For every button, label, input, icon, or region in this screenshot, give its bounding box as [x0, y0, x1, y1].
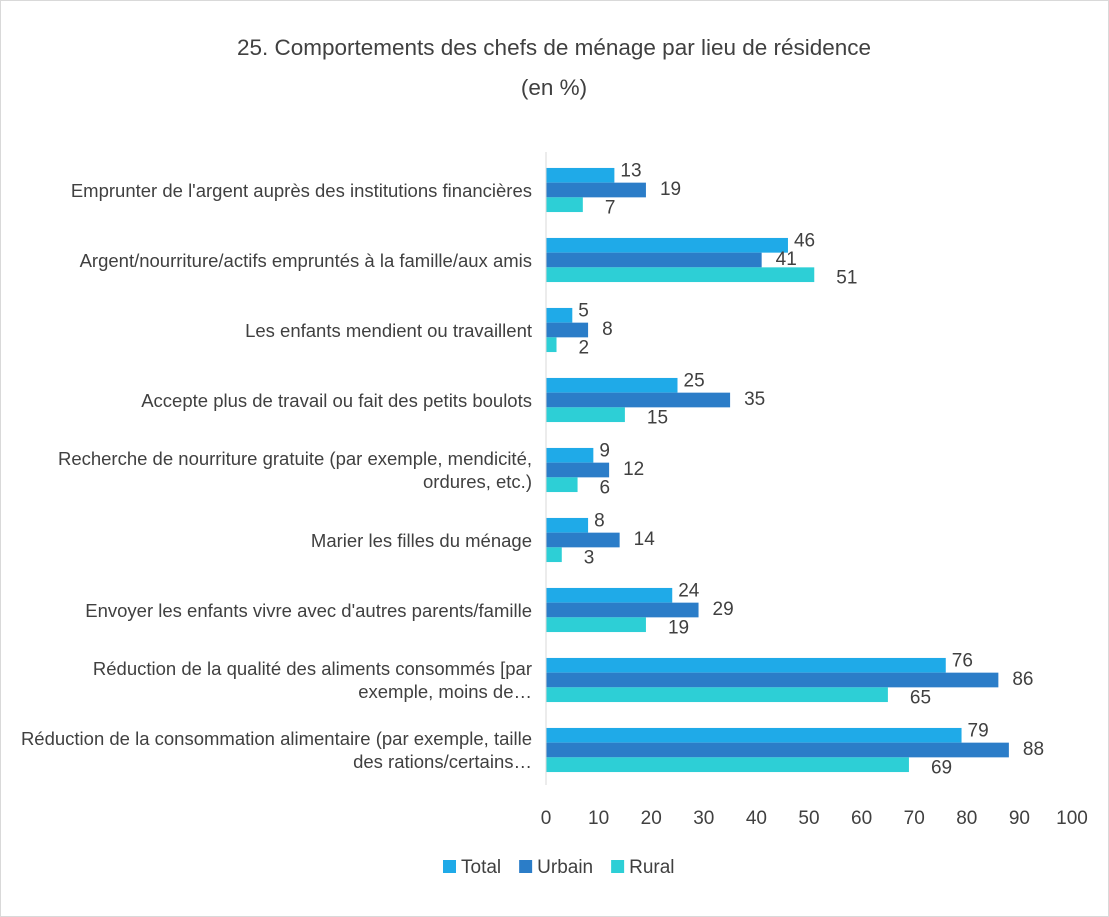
x-tick-label: 0	[541, 808, 552, 829]
legend-swatch	[443, 860, 456, 873]
legend-label: Rural	[629, 857, 674, 878]
bar	[546, 407, 625, 423]
data-label: 88	[1023, 739, 1044, 760]
data-label: 6	[600, 478, 611, 499]
data-label: 13	[620, 160, 641, 181]
y-tick-label: Envoyer les enfants vivre avec d'autres …	[85, 599, 532, 621]
bar	[546, 602, 699, 618]
data-label: 19	[660, 179, 681, 200]
data-label: 79	[968, 720, 989, 741]
data-label: 12	[623, 459, 644, 480]
bar	[546, 237, 788, 253]
bar	[546, 252, 762, 268]
legend-swatch	[611, 860, 625, 873]
bar	[546, 517, 589, 533]
bar	[546, 727, 962, 743]
chart-title: 25. Comportements des chefs de ménage pa…	[236, 35, 872, 100]
bar	[546, 167, 615, 183]
data-label: 76	[952, 650, 973, 671]
bar	[546, 307, 573, 323]
data-label: 8	[594, 510, 605, 531]
x-tick-label: 40	[746, 808, 767, 829]
x-tick-label: 30	[693, 808, 714, 829]
x-tick-label: 100	[1056, 808, 1088, 829]
bar	[546, 322, 589, 338]
bar	[546, 547, 562, 563]
data-label: 19	[668, 618, 689, 639]
bar	[546, 392, 731, 408]
x-tick-label: 60	[851, 808, 872, 829]
bar	[546, 182, 646, 198]
y-tick-label: Les enfants mendient ou travaillent	[245, 319, 532, 341]
legend-label: Total	[461, 857, 501, 878]
y-tick-label: Emprunter de l'argent auprès des institu…	[70, 179, 532, 201]
data-label: 5	[578, 300, 589, 321]
y-tick-label: Marier les filles du ménage	[310, 529, 532, 551]
data-label: 25	[684, 370, 705, 391]
data-label: 65	[910, 688, 931, 709]
bar	[546, 617, 646, 633]
legend-swatch	[519, 860, 533, 873]
legend-label: Urbain	[537, 857, 593, 878]
x-tick-label: 70	[904, 808, 925, 829]
data-label: 7	[605, 198, 616, 219]
data-label: 3	[584, 548, 595, 569]
data-label: 2	[579, 338, 590, 359]
bar	[546, 197, 583, 213]
y-tick-label: Recherche de nourriture gratuite (par ex…	[57, 448, 532, 492]
bar	[546, 337, 557, 353]
data-label: 51	[836, 268, 857, 289]
data-label: 41	[776, 249, 797, 270]
data-label: 24	[678, 580, 700, 601]
x-tick-label: 10	[588, 808, 609, 829]
bar	[546, 587, 673, 603]
data-label: 9	[599, 440, 610, 461]
bar	[546, 462, 610, 478]
bar	[546, 267, 815, 283]
bar	[546, 757, 909, 773]
x-tick-label: 20	[641, 808, 662, 829]
x-tick-label: 90	[1009, 808, 1030, 829]
bar	[546, 447, 594, 463]
x-tick-label: 50	[798, 808, 819, 829]
data-label: 15	[647, 408, 668, 429]
bar	[546, 687, 888, 703]
data-label: 46	[794, 230, 815, 251]
data-label: 35	[744, 389, 765, 410]
data-label: 8	[602, 319, 613, 340]
data-label: 69	[931, 758, 952, 779]
data-label: 86	[1012, 669, 1033, 690]
y-tick-label: Réduction de la qualité des aliments con…	[92, 658, 532, 702]
y-tick-label: Accepte plus de travail ou fait des peti…	[141, 389, 532, 411]
y-tick-label: Réduction de la consommation alimentaire…	[20, 728, 532, 772]
x-tick-label: 80	[956, 808, 977, 829]
bar	[546, 377, 678, 393]
data-label: 29	[713, 599, 734, 620]
bar	[546, 672, 999, 688]
bar	[546, 657, 946, 673]
bar	[546, 477, 578, 493]
bar	[546, 532, 620, 548]
data-label: 14	[634, 529, 656, 550]
bar	[546, 742, 1009, 758]
y-tick-label: Argent/nourriture/actifs empruntés à la …	[79, 249, 532, 271]
